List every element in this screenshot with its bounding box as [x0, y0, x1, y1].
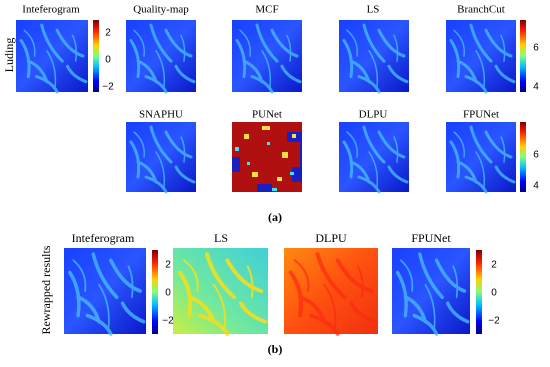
result-image: [284, 248, 378, 334]
colorbar: [520, 20, 526, 92]
panel-title: Inteferogram: [22, 4, 80, 16]
panel-title: Quality-map: [133, 4, 189, 16]
panel-label: (a): [268, 210, 282, 224]
panel-title: SNAPHU: [139, 109, 183, 121]
colorbar-tick: 2: [105, 28, 111, 39]
result-image: [126, 122, 196, 192]
colorbar: [152, 250, 158, 334]
colorbar: [476, 250, 482, 334]
result-image: [126, 20, 196, 92]
colorbar-tick: 6: [533, 43, 539, 54]
panel-title: DLPU: [315, 231, 347, 245]
colorbar-tick: 0: [165, 288, 171, 299]
image-panels: [16, 20, 516, 334]
row-label: Luding: [2, 38, 16, 73]
colorbar: [93, 20, 99, 92]
result-image: [339, 122, 409, 192]
panel-title: FPUNet: [463, 109, 499, 121]
colorbar-tick: 4: [533, 82, 539, 93]
result-image: [392, 248, 470, 334]
panel-title: LS: [214, 231, 228, 245]
result-image: [232, 122, 302, 192]
result-image: [64, 248, 146, 334]
panel-title: BranchCut: [457, 4, 505, 16]
result-image: [339, 20, 409, 92]
result-image: [173, 248, 268, 334]
panel-title: PUNet: [252, 109, 282, 121]
panel-title: MCF: [255, 4, 278, 16]
colorbar-tick: 4: [533, 181, 539, 192]
result-image: [446, 122, 516, 192]
colorbar-tick: −2: [102, 82, 114, 93]
row-label: Rewrapped results: [39, 245, 53, 334]
colorbar-tick: −2: [162, 316, 174, 327]
colorbar-tick: 0: [491, 288, 497, 299]
panel-label: (b): [268, 342, 283, 356]
colorbar-tick: 2: [165, 260, 171, 271]
colorbar-tick: −2: [488, 316, 500, 327]
colorbar-tick: 6: [533, 150, 539, 161]
colorbar: [520, 122, 526, 192]
panel-title: FPUNet: [411, 231, 451, 245]
panel-title: LS: [367, 4, 380, 16]
panel-title: DLPU: [359, 109, 388, 121]
result-image: [446, 20, 516, 92]
colorbar-tick: 0: [105, 55, 111, 66]
panel-title: Inteferogram: [72, 231, 135, 245]
colorbar-tick: 2: [491, 260, 497, 271]
result-image: [232, 20, 302, 92]
result-image: [16, 20, 88, 92]
